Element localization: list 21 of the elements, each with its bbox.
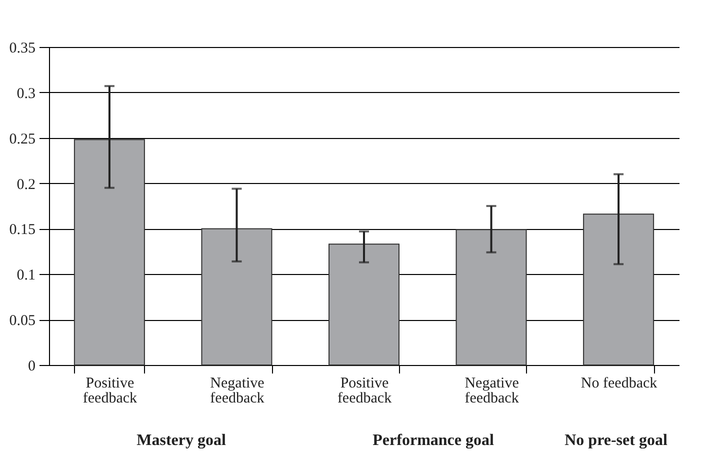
bar — [583, 214, 654, 366]
x-tick-label: No feedback — [580, 376, 658, 392]
y-tick-label: 0.25 — [9, 131, 36, 148]
y-tick-label: 0.05 — [9, 313, 36, 330]
bar — [456, 229, 527, 366]
text: Mastery goal — [136, 432, 227, 449]
x-tick-label: Negative feedback — [210, 376, 265, 406]
y-tick-label: 0.2 — [16, 176, 36, 193]
y-tick-label: 0.3 — [16, 86, 36, 102]
y-tick-label: 0.1 — [16, 268, 36, 284]
x-tick-label: Positive feedback — [82, 376, 138, 406]
x-tick-label: Negative feedback — [464, 376, 520, 406]
bar — [74, 139, 145, 366]
y-tick-label: 0.15 — [9, 222, 36, 238]
text: No pre-set goal — [564, 432, 668, 449]
text: Performance goal — [372, 432, 494, 449]
bar — [201, 228, 272, 366]
x-tick-label: Positive feedback — [337, 376, 392, 406]
bar — [328, 244, 400, 366]
y-tick-label: 0.35 — [9, 40, 36, 56]
y-tick-label: 0 — [28, 358, 36, 374]
